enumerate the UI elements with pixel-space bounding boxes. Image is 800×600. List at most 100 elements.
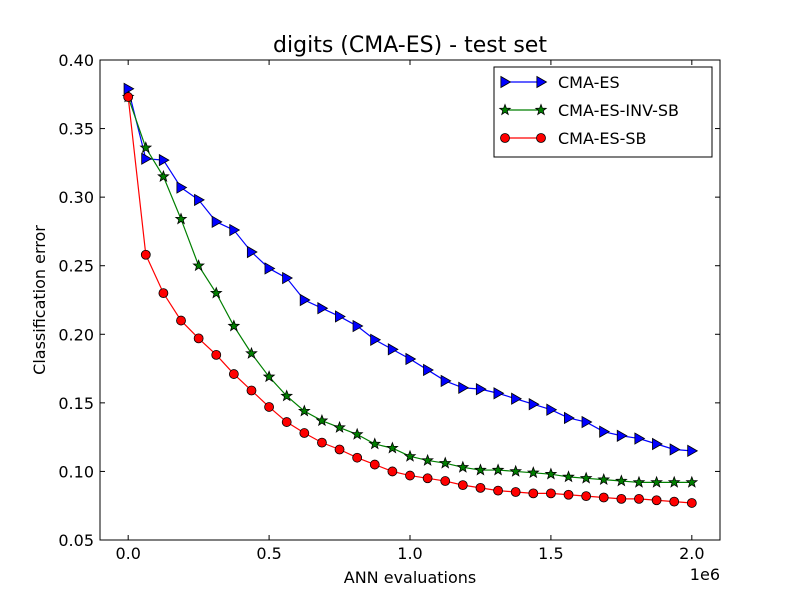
x-tick-label: 0.5	[256, 544, 281, 563]
data-point	[158, 288, 169, 299]
data-point	[581, 491, 592, 502]
data-point	[491, 463, 505, 476]
data-point	[474, 463, 487, 476]
data-point	[282, 271, 294, 285]
data-point	[599, 425, 611, 438]
data-point	[370, 333, 382, 346]
data-point	[387, 466, 398, 477]
data-point	[350, 427, 364, 440]
y-tick-label: 0.05	[58, 531, 94, 550]
data-point	[157, 169, 170, 182]
data-point	[687, 444, 699, 458]
data-point	[534, 103, 548, 116]
data-point	[298, 404, 311, 417]
data-point	[563, 411, 575, 425]
data-point	[176, 315, 186, 326]
data-point	[536, 75, 548, 89]
data-point	[192, 259, 205, 272]
data-point	[123, 82, 135, 95]
data-point	[493, 387, 505, 400]
x-tick-label: 2.0	[679, 544, 704, 563]
data-point	[669, 443, 681, 456]
x-axis-label: ANN evaluations	[344, 568, 476, 587]
chart-title: digits (CMA-ES) - test set	[273, 33, 547, 58]
x-tick-label: 0.0	[115, 544, 140, 563]
data-point	[334, 444, 345, 455]
data-point	[579, 471, 593, 484]
data-point	[528, 488, 539, 499]
data-point	[667, 475, 681, 488]
data-point	[123, 92, 134, 102]
data-point	[228, 369, 239, 379]
data-point	[403, 449, 417, 462]
data-point	[315, 414, 329, 427]
legend-entry: CMA-ES	[500, 73, 620, 92]
data-point	[510, 487, 521, 497]
x-offset-label: 1e6	[690, 565, 720, 584]
data-point	[562, 470, 575, 483]
data-point	[669, 496, 680, 507]
data-point	[422, 473, 433, 484]
data-point	[229, 223, 241, 237]
data-point	[650, 475, 663, 488]
y-axis-label: Classification error	[30, 225, 49, 375]
data-point	[369, 459, 380, 470]
legend-label: CMA-ES	[558, 73, 620, 92]
data-point	[246, 245, 258, 259]
data-point	[634, 493, 644, 504]
data-point	[440, 374, 452, 388]
series-cma-es-sb	[123, 92, 697, 508]
data-point	[581, 415, 593, 429]
y-tick-label: 0.35	[58, 120, 94, 139]
y-tick-label: 0.10	[58, 462, 94, 481]
data-point	[245, 346, 258, 359]
data-point	[246, 385, 257, 396]
data-point	[615, 474, 628, 487]
data-point	[158, 153, 170, 167]
data-point	[193, 333, 204, 344]
data-point	[616, 429, 628, 442]
data-point	[405, 352, 417, 366]
data-point	[352, 452, 363, 463]
data-point	[281, 417, 292, 427]
data-point	[387, 343, 399, 356]
y-tick-label: 0.40	[58, 51, 94, 70]
data-point	[686, 498, 697, 508]
data-point	[211, 215, 223, 229]
data-point	[174, 212, 188, 225]
data-point	[544, 467, 558, 480]
x-tick-label: 1.0	[397, 544, 422, 563]
legend: CMA-ES CMA-ES-INV-SB CMA-ES-SB	[493, 66, 713, 158]
data-point	[528, 398, 540, 411]
data-point	[386, 441, 399, 454]
data-point	[651, 495, 662, 506]
ticks: 0.0 0.5 1.0 1.5 2.0 0.05 0.10 0.15 0.20 0.25 0.30 0…	[58, 51, 720, 563]
data-point	[498, 103, 512, 116]
legend-entry: CMA-ES-SB	[500, 129, 647, 148]
data-point	[421, 453, 434, 466]
data-point	[526, 466, 540, 479]
series-layer	[121, 82, 699, 508]
data-point	[335, 310, 346, 323]
data-point	[438, 456, 452, 469]
data-point	[141, 152, 153, 165]
legend-label: CMA-ES-SB	[558, 129, 647, 148]
data-point	[475, 482, 486, 493]
data-point	[457, 480, 468, 491]
data-point	[652, 437, 663, 451]
data-point	[511, 392, 522, 405]
data-point	[597, 473, 611, 486]
data-point	[317, 302, 329, 315]
data-point	[333, 420, 346, 433]
x-tick-label: 1.5	[538, 544, 563, 563]
data-point	[546, 403, 558, 416]
data-point	[475, 382, 487, 396]
data-point	[598, 492, 609, 503]
data-point	[264, 402, 274, 412]
y-tick-label: 0.15	[58, 394, 94, 413]
y-tick-label: 0.30	[58, 188, 94, 207]
data-point	[299, 293, 311, 307]
data-point	[546, 488, 556, 499]
data-point	[458, 381, 470, 394]
